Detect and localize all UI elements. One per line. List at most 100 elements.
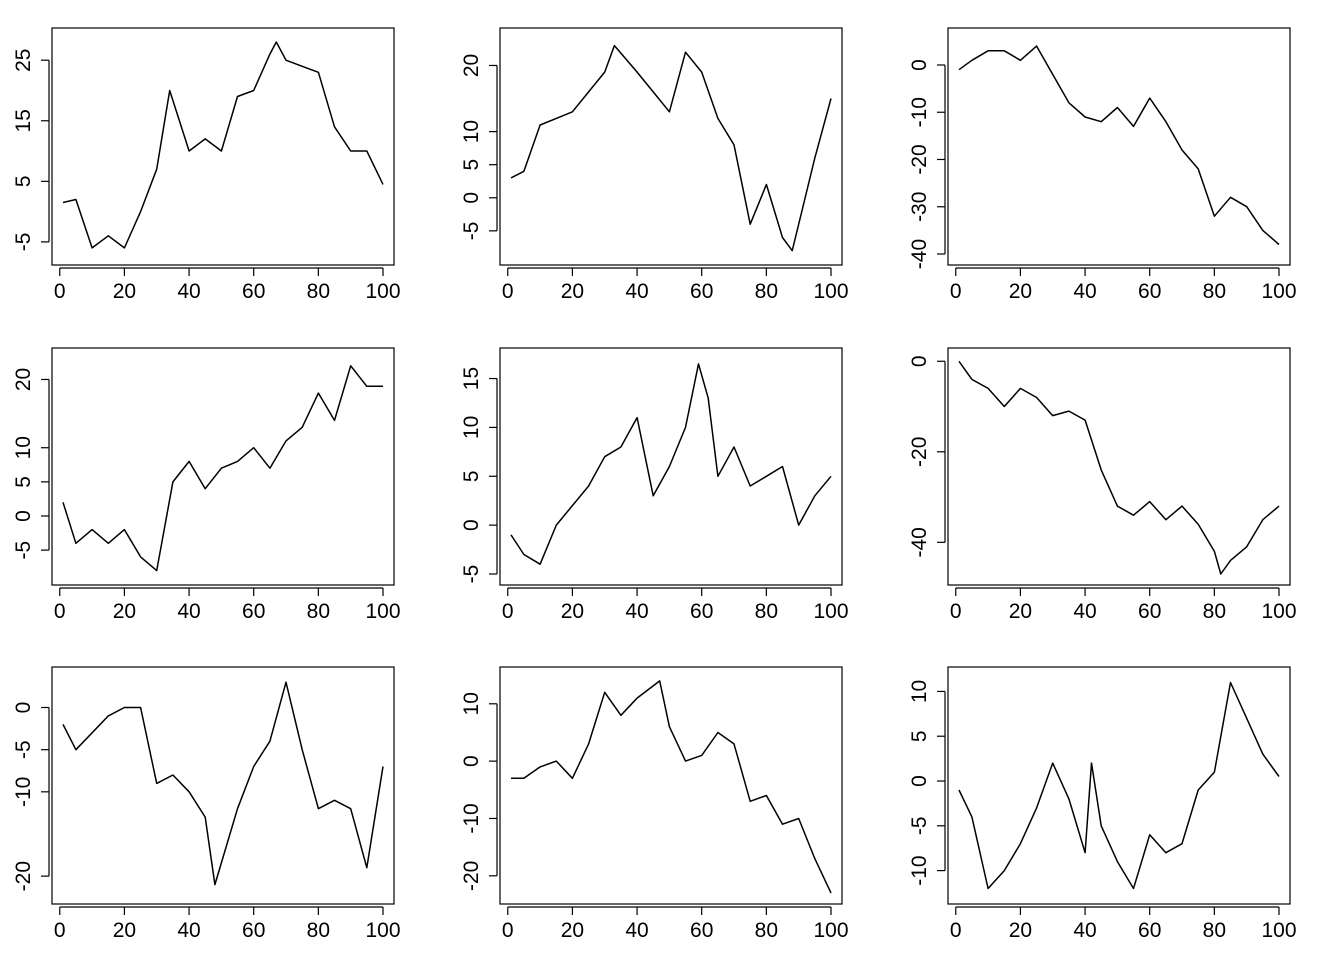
x-tick-label: 20	[561, 600, 584, 623]
x-tick-label: 20	[113, 600, 136, 623]
x-tick-label: 60	[242, 280, 265, 303]
y-tick-label: -5	[12, 233, 35, 252]
chart-panel-7: 0 20 40 60 80 100 -20 -10 -5 0	[12, 666, 401, 942]
y-tick-label: 5	[460, 159, 483, 171]
x-tick-label: 60	[1138, 280, 1161, 303]
plot-frame	[947, 347, 1291, 586]
y-tick-label: -40	[908, 527, 931, 557]
y-tick-label: 0	[460, 192, 483, 204]
x-tick-label: 0	[54, 919, 66, 942]
x-tick-label: 60	[690, 600, 713, 623]
y-tick-label: -10	[908, 97, 931, 127]
chart-panel-9: 0 20 40 60 80 100 -10 -5 0 5 10	[908, 666, 1297, 942]
x-tick-label: 20	[561, 919, 584, 942]
x-tick-label: 60	[242, 919, 265, 942]
x-tick-label: 40	[625, 919, 648, 942]
y-tick-label: 0	[460, 519, 483, 531]
x-tick-label: 0	[502, 919, 514, 942]
y-tick-label: 20	[12, 368, 35, 391]
plot-frame	[499, 666, 843, 905]
x-tick-label: 100	[1261, 280, 1296, 303]
series-line	[62, 365, 383, 572]
x-tick-label: 80	[755, 600, 778, 623]
series-line	[958, 45, 1280, 246]
x-tick-label: 0	[950, 600, 962, 623]
y-tick-label: -40	[908, 239, 931, 269]
x-tick-label: 80	[1203, 280, 1226, 303]
series-line	[511, 680, 832, 894]
x-tick-label: 40	[1073, 280, 1096, 303]
x-tick-label: 20	[113, 280, 136, 303]
plot-frame	[499, 27, 843, 266]
series-line	[510, 363, 832, 565]
x-tick-label: 60	[1138, 919, 1161, 942]
y-tick-label: 10	[12, 436, 35, 459]
y-tick-label: -5	[460, 222, 483, 241]
y-tick-label: -10	[12, 777, 35, 807]
plot-frame	[499, 347, 843, 586]
y-tick-label: 5	[460, 470, 483, 482]
x-tick-label: 100	[813, 919, 848, 942]
y-tick-label: -20	[908, 437, 931, 467]
x-tick-label: 80	[755, 280, 778, 303]
y-tick-label: -5	[12, 740, 35, 759]
x-tick-label: 40	[177, 600, 200, 623]
chart-panel-8: 0 20 40 60 80 100 -20 -10 0 10	[460, 666, 849, 942]
x-tick-label: 0	[950, 280, 962, 303]
y-tick-label: 15	[12, 109, 35, 132]
plot-frame	[51, 666, 395, 905]
x-tick-label: 0	[54, 600, 66, 623]
y-tick-label: -20	[460, 861, 483, 891]
x-tick-label: 40	[1073, 919, 1096, 942]
series-line	[958, 681, 1280, 890]
y-tick-label: -5	[460, 565, 483, 584]
y-tick-label: 5	[12, 175, 35, 187]
y-tick-label: -20	[908, 144, 931, 174]
y-tick-label: -5	[908, 816, 931, 835]
chart-panel-4: 0 20 40 60 80 100 -5 0 5 10 20	[12, 347, 401, 623]
x-tick-label: 100	[813, 280, 848, 303]
x-tick-label: 80	[1203, 919, 1226, 942]
x-tick-label: 20	[1009, 919, 1032, 942]
x-tick-label: 20	[1009, 280, 1032, 303]
series-line	[958, 360, 1280, 575]
x-tick-label: 20	[113, 919, 136, 942]
plot-frame	[947, 27, 1291, 266]
y-tick-label: 0	[908, 775, 931, 787]
y-tick-label: -10	[908, 855, 931, 885]
y-tick-label: 0	[12, 510, 35, 522]
y-tick-label: 10	[908, 680, 931, 703]
y-tick-label: -10	[460, 803, 483, 833]
x-tick-label: 0	[950, 919, 962, 942]
x-tick-label: 20	[1009, 600, 1032, 623]
x-tick-label: 0	[502, 280, 514, 303]
x-tick-label: 40	[625, 280, 648, 303]
y-tick-label: 20	[460, 54, 483, 77]
y-tick-label: 0	[460, 755, 483, 767]
y-tick-label: 25	[12, 49, 35, 72]
x-tick-label: 0	[502, 600, 514, 623]
series-line	[62, 41, 384, 249]
y-tick-label: 10	[460, 416, 483, 439]
y-tick-label: -30	[908, 192, 931, 222]
x-tick-label: 100	[365, 919, 400, 942]
x-tick-label: 80	[1203, 600, 1226, 623]
y-tick-label: -5	[12, 541, 35, 560]
x-tick-label: 100	[365, 280, 400, 303]
plot-frame	[51, 347, 395, 586]
x-tick-label: 40	[1073, 600, 1096, 623]
y-tick-label: 0	[12, 702, 35, 714]
chart-panel-2: 0 20 40 60 80 100 -5 0 5 10 20	[460, 27, 849, 303]
y-tick-label: -20	[12, 861, 35, 891]
x-tick-label: 80	[307, 600, 330, 623]
y-tick-label: 0	[908, 59, 931, 71]
x-tick-label: 80	[307, 919, 330, 942]
x-tick-label: 100	[1261, 919, 1296, 942]
y-tick-label: 10	[460, 120, 483, 143]
y-tick-label: 0	[908, 355, 931, 367]
series-line	[510, 44, 832, 252]
chart-panel-1: 0 20 40 60 80 100 -5 5 15 25	[12, 27, 401, 303]
chart-panel-6: 0 20 40 60 80 100 -40 -20 0	[908, 347, 1297, 623]
x-tick-label: 80	[307, 280, 330, 303]
